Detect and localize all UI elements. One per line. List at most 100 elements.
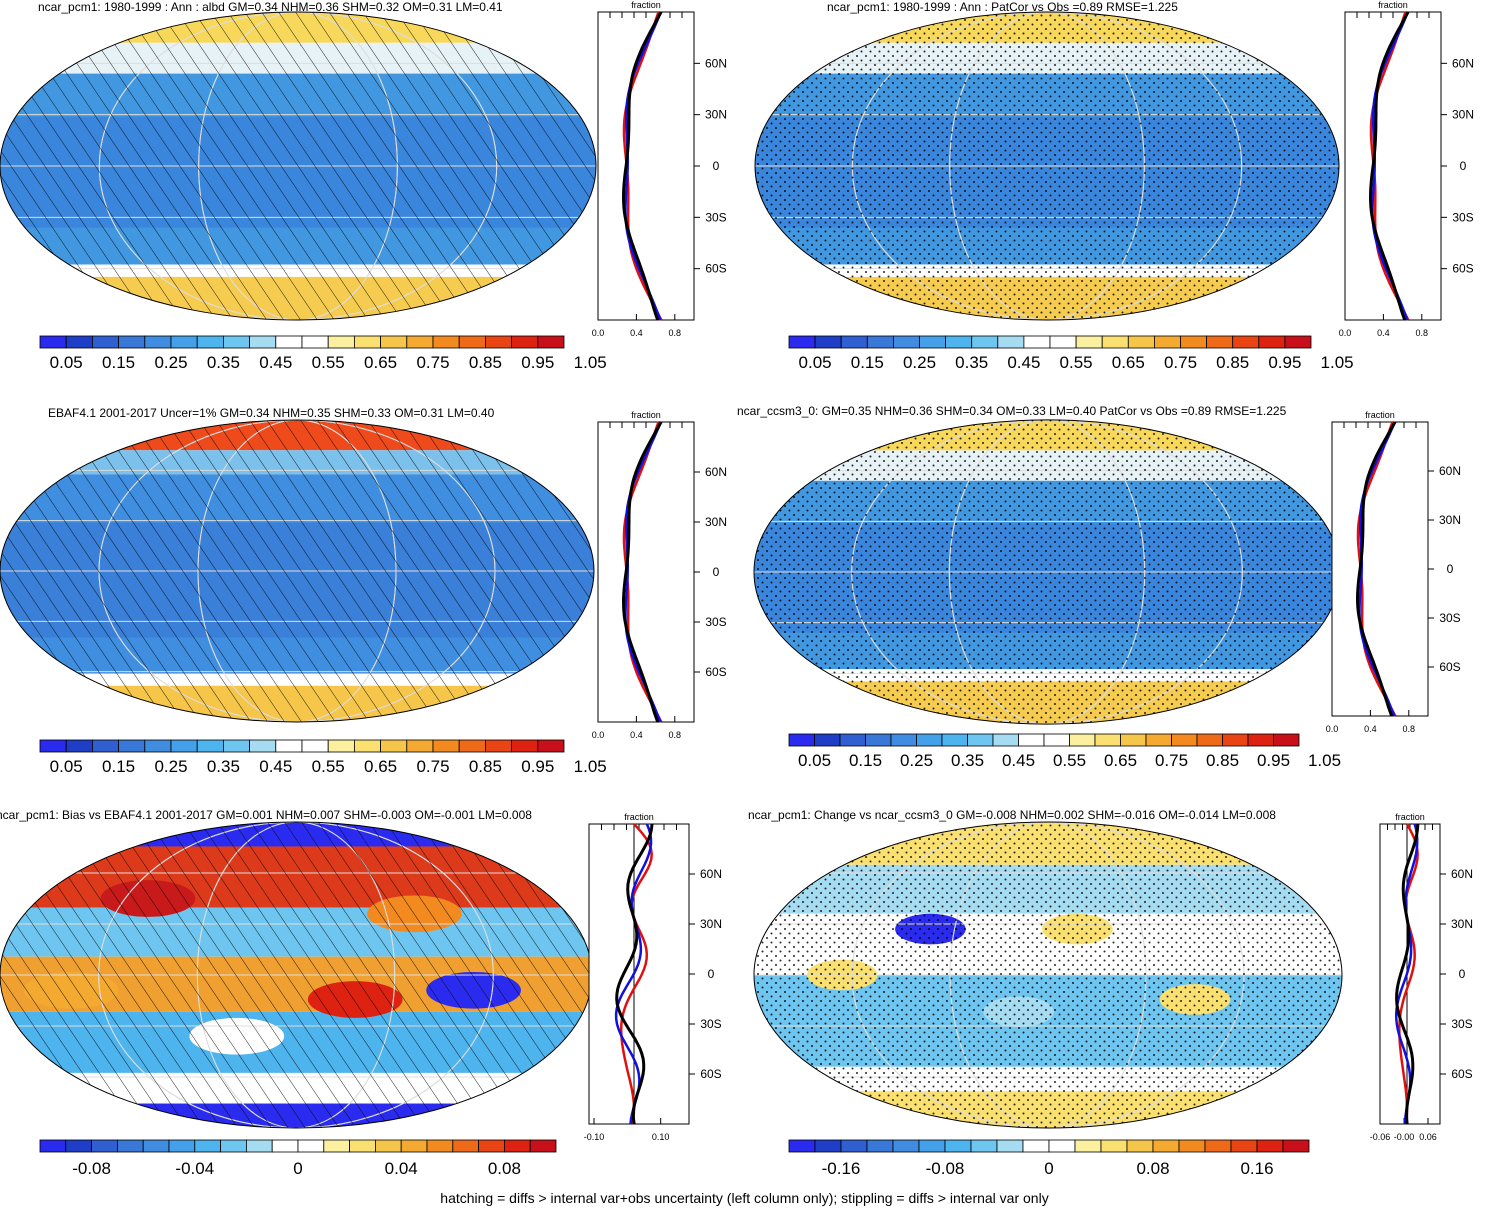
zonal-curve xyxy=(619,823,653,1125)
colorbar-label: 0.15 xyxy=(851,353,884,372)
panel-title: ncar_pcm1: Change vs ncar_ccsm3_0 GM=-0.… xyxy=(748,808,1276,822)
lat-tick-label: 0 xyxy=(1460,159,1467,173)
colorbar-label: 0.25 xyxy=(154,353,187,372)
lat-tick-label: 60N xyxy=(705,56,727,70)
colorbar-swatch xyxy=(511,335,539,349)
colorbar-label: 0.05 xyxy=(799,353,832,372)
map-p1 xyxy=(0,11,597,321)
colorbar-label: 0.95 xyxy=(521,757,554,776)
colorbar-label: 0.75 xyxy=(1164,353,1197,372)
colorbar-swatch xyxy=(275,335,303,349)
colorbar-swatch xyxy=(941,733,968,747)
x-tick-label: 0.0 xyxy=(1339,328,1352,338)
x-tick-label: -0.06 xyxy=(1370,1132,1391,1142)
colorbar-swatch xyxy=(1180,335,1208,349)
side-axis-label: fraction xyxy=(631,410,661,420)
x-tick-label: 0.10 xyxy=(652,1132,670,1142)
colorbar-label: -0.04 xyxy=(175,1159,214,1178)
colorbar-swatch xyxy=(1094,733,1121,747)
side-axis-label: fraction xyxy=(1378,0,1408,10)
lat-tick-label: 30N xyxy=(1451,917,1473,931)
x-tick-label: 0.0 xyxy=(592,730,605,740)
map-p3 xyxy=(0,419,595,723)
x-tick-label: -0.00 xyxy=(1394,1132,1415,1142)
map-p4 xyxy=(753,419,1341,725)
colorbar-swatch xyxy=(919,335,947,349)
colorbar-swatch xyxy=(117,1139,144,1153)
colorbar-label: 0.25 xyxy=(900,751,933,770)
colorbar-swatch xyxy=(1171,733,1198,747)
colorbar-swatch xyxy=(1258,335,1286,349)
colorbar-swatch xyxy=(271,1139,299,1153)
colorbar-label: 0.75 xyxy=(416,353,449,372)
map-p2 xyxy=(754,11,1340,321)
colorbar-label: -0.08 xyxy=(72,1159,111,1178)
colorbar-swatch xyxy=(1048,1139,1076,1153)
colorbar-label: 0.55 xyxy=(1060,353,1093,372)
colorbar-label: 0.65 xyxy=(364,757,397,776)
colorbar-swatch xyxy=(529,1139,557,1153)
colorbar-swatch xyxy=(1284,335,1312,349)
colorbar-p2: 0.05 0.15 0.25 0.35 0.45 0.55 0.65 0.75 0.85 0.95… xyxy=(788,335,1354,372)
zonal-curve xyxy=(621,421,663,723)
colorbar-swatch xyxy=(840,335,868,349)
colorbar-label: 0.65 xyxy=(1104,751,1137,770)
x-tick-label: 0.4 xyxy=(630,328,643,338)
colorbar-swatch xyxy=(788,335,816,349)
colorbar-label: 0.25 xyxy=(903,353,936,372)
lat-tick-label: 30N xyxy=(705,108,727,122)
colorbar-swatch xyxy=(297,1139,325,1153)
colorbar-swatch xyxy=(39,739,67,753)
lat-tick-label: 60N xyxy=(1451,867,1473,881)
panel-title: ncar_pcm1: Bias vs EBAF4.1 2001-2017 GM=… xyxy=(0,808,532,822)
colorbar-label: 0.35 xyxy=(955,353,988,372)
colorbar-swatch xyxy=(1018,733,1045,747)
colorbar-swatch xyxy=(970,1139,998,1153)
colorbar-label: 0 xyxy=(1044,1159,1053,1178)
colorbar-swatch xyxy=(1196,733,1223,747)
colorbar-swatch xyxy=(380,335,408,349)
zonal-curve xyxy=(1371,11,1410,321)
colorbar-label: 0.95 xyxy=(1268,353,1301,372)
colorbar-swatch xyxy=(788,733,815,747)
colorbar-swatch xyxy=(1074,1139,1102,1153)
side-axis-label: fraction xyxy=(624,812,654,822)
colorbar-label: 0.85 xyxy=(469,353,502,372)
lat-tick-label: 30S xyxy=(705,210,726,224)
colorbar-label: 0.35 xyxy=(207,757,240,776)
colorbar-swatch xyxy=(890,733,917,747)
lat-tick-label: 60S xyxy=(1451,1067,1472,1081)
colorbar-label: 0.85 xyxy=(1216,353,1249,372)
colorbar-swatch xyxy=(945,335,973,349)
colorbar-swatch xyxy=(118,335,146,349)
zonal-curve xyxy=(1394,823,1419,1125)
zonal-curve xyxy=(1398,823,1419,1125)
colorbar-swatch xyxy=(997,335,1025,349)
colorbar-swatch xyxy=(1256,1139,1284,1153)
x-tick-label: 0.0 xyxy=(592,328,605,338)
colorbar-label: 0.05 xyxy=(50,757,83,776)
colorbar-label: 0.05 xyxy=(50,353,83,372)
colorbar-label: 0.55 xyxy=(312,757,345,776)
colorbar-label: 0.25 xyxy=(154,757,187,776)
x-tick-label: 0.06 xyxy=(1419,1132,1437,1142)
colorbar-swatch xyxy=(918,1139,946,1153)
zonal-mean-plot-p1: fraction 60N 30N 0 30S 60S 0.0 0.4 0.8 xyxy=(592,0,727,338)
colorbar-swatch xyxy=(503,1139,531,1153)
colorbar-p1: 0.05 0.15 0.25 0.35 0.45 0.55 0.65 0.75 0.85 0.95… xyxy=(39,335,607,372)
colorbar-swatch xyxy=(327,335,355,349)
colorbar-swatch xyxy=(1222,733,1249,747)
colorbar-swatch xyxy=(222,739,250,753)
side-axis-label: fraction xyxy=(631,0,661,10)
colorbar-swatch xyxy=(1206,335,1234,349)
zonal-curve xyxy=(1358,421,1397,717)
colorbar-label: 1.05 xyxy=(574,757,607,776)
panel-title: ncar_pcm1: 1980-1999 : Ann : albd GM=0.3… xyxy=(38,0,503,14)
x-tick-label: 0.8 xyxy=(1416,328,1429,338)
lat-tick-label: 30S xyxy=(1452,210,1473,224)
colorbar-label: 0.45 xyxy=(259,757,292,776)
colorbar-label: 0.15 xyxy=(102,353,135,372)
colorbar-label: 0.55 xyxy=(312,353,345,372)
colorbar-swatch xyxy=(1043,733,1070,747)
colorbar-swatch xyxy=(967,733,994,747)
